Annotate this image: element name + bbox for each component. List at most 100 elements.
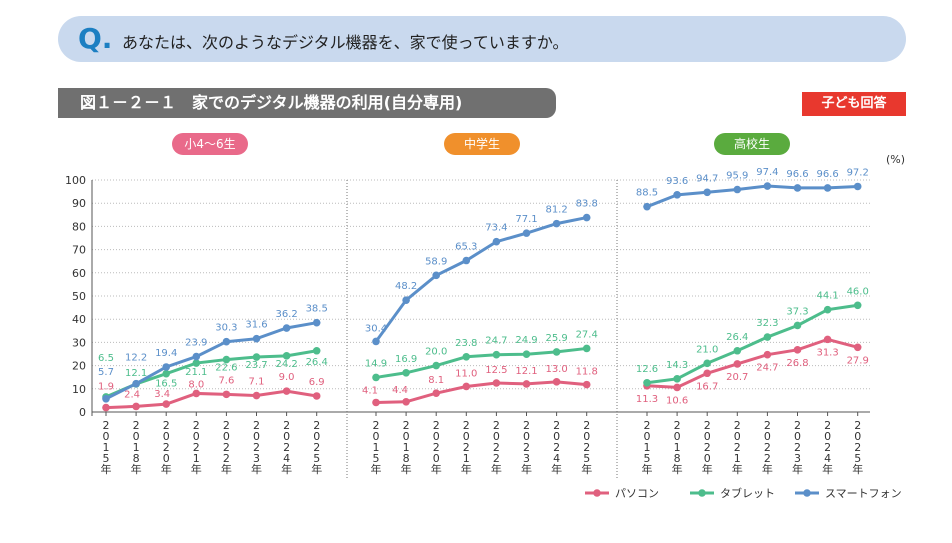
data-point-tablet	[192, 359, 201, 367]
data-point-smartphone	[492, 237, 501, 246]
data-label-tablet: 20.0	[425, 347, 447, 358]
data-point-pc	[252, 391, 261, 400]
data-point-tablet	[853, 301, 862, 310]
data-point-tablet	[522, 350, 531, 359]
series-line-pc	[105, 389, 317, 410]
data-label-tablet: 12.1	[125, 368, 147, 379]
data-label-pc: 10.6	[666, 395, 688, 406]
data-point-tablet	[763, 333, 772, 341]
data-point-smartphone	[102, 394, 110, 403]
legend-marker-tablet	[698, 489, 706, 497]
data-label-smartphone: 30.4	[365, 323, 387, 334]
data-label-pc: 11.3	[636, 394, 658, 405]
y-tick-label: 0	[79, 406, 86, 419]
data-label-tablet: 6.5	[98, 353, 114, 364]
y-tick-label: 100	[65, 174, 86, 187]
data-point-pc	[192, 389, 201, 398]
data-point-pc	[432, 389, 441, 398]
data-point-pc	[162, 400, 170, 408]
data-label-pc: 2.4	[124, 389, 140, 400]
data-point-pc	[673, 383, 681, 392]
data-label-smartphone: 88.5	[636, 188, 658, 199]
data-point-tablet	[312, 346, 321, 355]
data-point-pc	[312, 392, 321, 400]
data-label-tablet: 25.9	[545, 333, 567, 344]
data-point-pc	[522, 380, 531, 388]
data-point-smartphone	[793, 184, 802, 192]
data-label-tablet: 24.7	[485, 336, 507, 347]
data-point-tablet	[823, 305, 832, 314]
data-label-tablet: 23.7	[245, 360, 267, 371]
data-label-pc: 4.4	[392, 385, 408, 396]
data-label-smartphone: 83.8	[576, 199, 598, 210]
unit-label: (%)	[886, 153, 905, 166]
data-label-smartphone: 96.6	[816, 169, 838, 180]
data-point-smartphone	[432, 271, 441, 280]
panel-label-elementary: 小4～6生	[172, 133, 248, 155]
data-label-tablet: 37.3	[786, 306, 808, 317]
data-point-smartphone	[222, 337, 231, 346]
data-point-smartphone	[462, 256, 471, 265]
data-label-pc: 6.9	[309, 377, 325, 388]
data-label-tablet: 24.2	[275, 359, 297, 370]
data-point-tablet	[282, 352, 291, 360]
series-line-tablet	[375, 346, 587, 379]
data-point-tablet	[432, 361, 441, 370]
data-point-tablet	[372, 373, 380, 382]
legend-label-tablet: タブレット	[720, 486, 775, 500]
data-label-pc: 31.3	[816, 347, 838, 358]
data-label-smartphone: 81.2	[545, 205, 567, 216]
data-point-smartphone	[582, 213, 591, 222]
data-point-pc	[763, 350, 772, 359]
data-label-smartphone: 48.2	[395, 281, 417, 292]
data-point-smartphone	[552, 219, 561, 228]
data-label-smartphone: 65.3	[455, 242, 477, 253]
panel-label-high-school: 高校生	[714, 133, 790, 155]
data-label-smartphone: 93.6	[666, 176, 688, 187]
series-line-smartphone	[374, 216, 587, 343]
data-label-tablet: 23.8	[455, 338, 477, 349]
data-label-pc: 27.9	[847, 355, 869, 366]
data-point-tablet	[222, 355, 231, 364]
data-label-tablet: 21.1	[185, 367, 207, 378]
panel-label-junior-high: 中学生	[444, 133, 520, 155]
series-line-smartphone	[646, 184, 858, 209]
data-label-pc: 12.1	[515, 366, 537, 377]
data-label-smartphone: 77.1	[515, 214, 537, 225]
data-label-pc: 16.7	[696, 381, 718, 392]
y-tick-label: 60	[72, 267, 86, 280]
question-text: あなたは、次のようなデジタル機器を、家で使っていますか。	[122, 33, 569, 52]
data-point-smartphone	[312, 318, 321, 327]
data-label-smartphone: 97.4	[756, 167, 778, 178]
data-label-pc: 13.0	[545, 364, 567, 375]
data-label-tablet: 44.1	[816, 291, 838, 302]
data-label-smartphone: 23.9	[185, 338, 207, 349]
data-label-smartphone: 30.3	[215, 323, 237, 334]
data-point-tablet	[643, 378, 651, 387]
data-point-pc	[102, 403, 110, 412]
data-point-pc	[823, 335, 832, 344]
data-point-tablet	[793, 321, 802, 330]
data-point-pc	[492, 379, 501, 387]
series-line-pc	[646, 337, 859, 389]
data-label-pc: 1.9	[98, 382, 114, 393]
data-point-pc	[793, 346, 802, 354]
data-point-pc	[282, 387, 291, 395]
data-label-smartphone: 58.9	[425, 256, 447, 267]
data-label-pc: 8.1	[428, 375, 444, 386]
data-point-tablet	[673, 375, 681, 383]
